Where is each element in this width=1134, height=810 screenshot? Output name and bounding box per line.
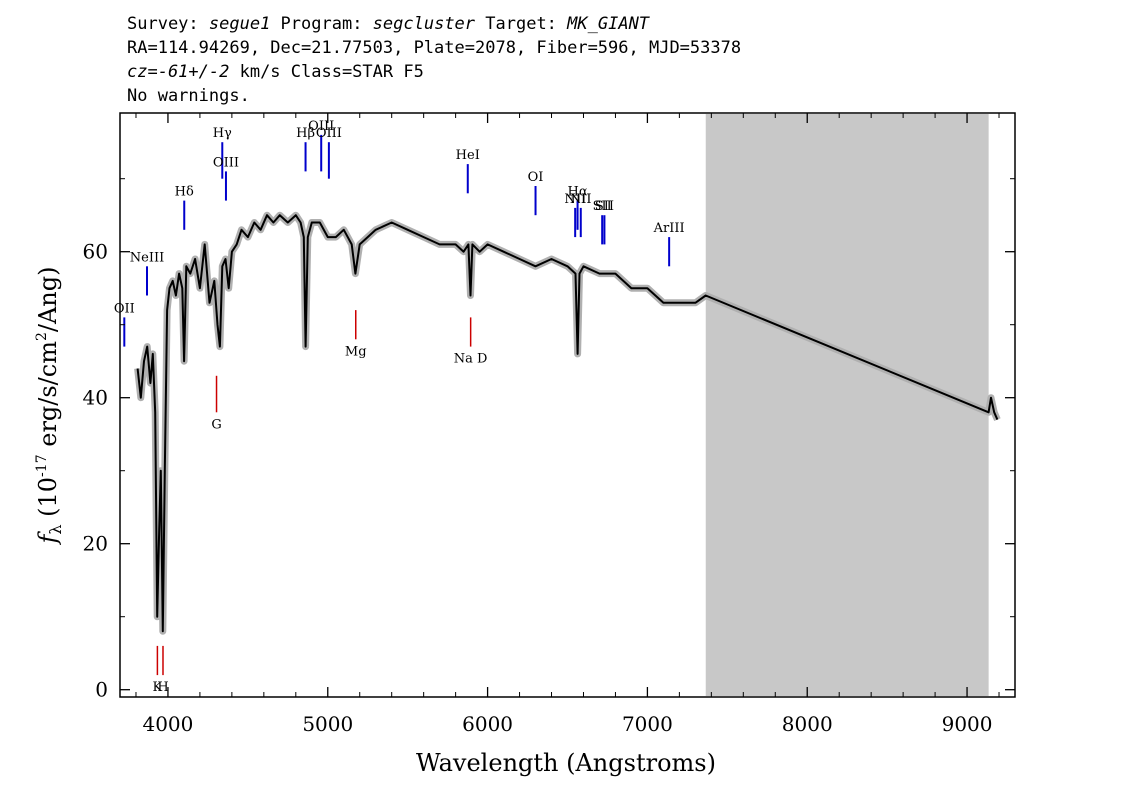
emission-line-label: NeIII [130,250,164,265]
header-line-survey: Survey: segue1 Program: segcluster Targe… [127,14,651,34]
emission-line-label: Hγ [213,126,232,141]
header-text-segment: km/s Class=STAR F5 [229,62,423,82]
emission-line-label: OIII [316,126,342,141]
y-axis-title-part: -17 [34,454,50,477]
plot-frame [119,112,1016,698]
y-tick-label: 20 [83,532,108,556]
y-axis-title-part: λ [46,524,65,534]
emission-line-label: OIII [213,155,239,170]
header-text-segment: MK_GIANT [566,14,651,34]
x-tick-label: 9000 [942,712,993,736]
emission-line-label: HeI [456,148,480,163]
x-tick-label: 8000 [782,712,833,736]
y-tick-label: 40 [83,386,108,410]
y-axis-title-part: erg/s/cm [34,341,62,455]
emission-line-label: NII [570,192,592,207]
x-tick-label: 4000 [142,712,193,736]
x-axis-title: Wavelength (Angstroms) [416,749,716,777]
spectrum-series [136,214,999,633]
emission-line-label: NII [564,192,586,207]
emission-line-label: Hδ [175,185,194,200]
emission-line-label: SII [595,199,614,214]
header-text-segment: Program: [270,14,372,34]
y-axis-title: fλ (10-17 erg/s/cm2/Ang) [34,267,65,546]
emission-line-label: Hα [568,185,588,200]
header-text-segment: segue1 [209,14,270,34]
y-tick-label: 0 [95,678,108,702]
spectrum-line [136,214,999,633]
y-axis-title-part: /Ang) [34,267,62,333]
header-line-redshift: cz=-61+/-2 km/s Class=STAR F5 [127,62,424,82]
header-line-coordinates: RA=114.94269, Dec=21.77503, Plate=2078, … [127,38,741,58]
header-text-segment: cz=-61+/-2 [127,62,229,82]
header-text-segment: Target: [475,14,567,34]
emission-line-label: Hβ [296,126,315,141]
header-text-segment: segcluster [373,14,476,34]
header-line-warnings: No warnings. [127,86,250,106]
absorption-line-label: K [153,680,163,695]
y-axis-title-part: (10 [34,477,62,525]
axis-ticks: 4000 5000 6000 7000 8000 9000 0 20 40 60 [83,113,1015,736]
absorption-line-label: Na D [454,352,488,367]
emission-line-label: OII [114,301,135,316]
header-text-segment: Survey: [127,14,209,34]
absorption-line-label: H [157,680,168,695]
x-tick-label: 5000 [302,712,353,736]
emission-line-label: OI [528,170,544,185]
x-tick-label: 7000 [622,712,673,736]
x-tick-label: 6000 [462,712,513,736]
absorption-line-label: G [211,417,221,432]
spectrum-header: Survey: segue1 Program: segcluster Targe… [127,14,741,106]
absorption-line-label: Mg [345,344,367,359]
y-tick-label: 60 [83,240,108,264]
emission-line-label: SII [593,199,612,214]
y-axis-title-part: 2 [34,332,50,341]
emission-line-label: ArIII [653,221,685,236]
masked-region [705,114,989,696]
